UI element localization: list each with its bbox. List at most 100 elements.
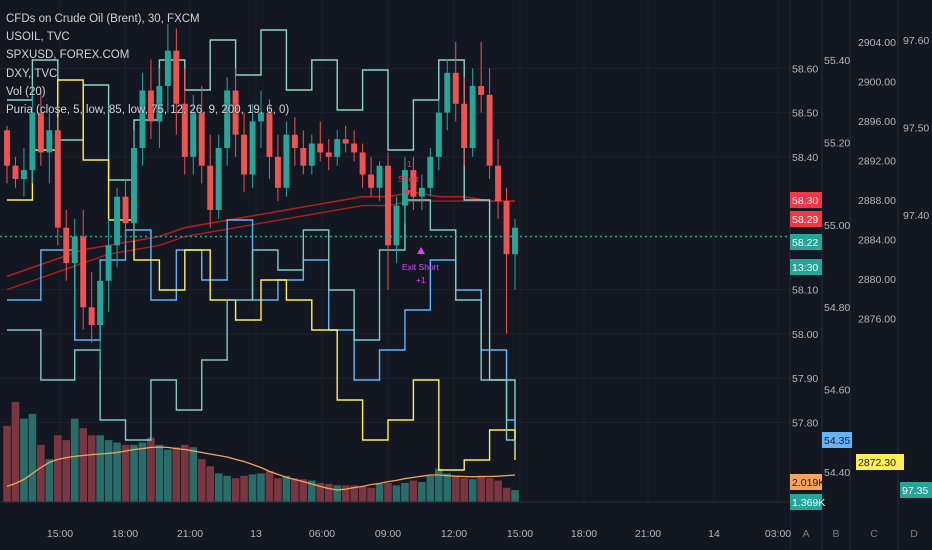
candle-body: [147, 90, 154, 122]
candle-body: [164, 50, 171, 87]
time-axis-tick: 21:00: [635, 528, 661, 540]
dxy-line: [7, 79, 516, 471]
candle-body: [512, 227, 518, 255]
volume-bar: [104, 440, 113, 502]
candle-body: [46, 130, 53, 153]
signal-short-arrow: [404, 190, 412, 196]
volume-bar: [384, 482, 392, 502]
legend-usoil[interactable]: USOIL, TVC: [6, 31, 70, 44]
candle-body: [351, 143, 358, 153]
volume-bar: [113, 442, 121, 502]
candle-body: [156, 86, 163, 122]
time-axis-tick: 03:00: [765, 528, 791, 540]
candle-body: [224, 90, 231, 148]
volume-bar: [307, 480, 316, 502]
candle-body: [122, 196, 129, 224]
volume-bar: [358, 486, 367, 502]
volume-bar: [172, 447, 181, 502]
price-label-usoil-bg: [822, 432, 852, 448]
price-label-current-bg: [790, 234, 822, 250]
volume-bar: [409, 480, 418, 502]
axis-b-tick: 54.60: [824, 385, 850, 397]
axis-b-tick: 55.20: [824, 137, 850, 149]
volume-bar: [316, 482, 325, 502]
volume-bar: [274, 478, 282, 502]
candle-body: [29, 112, 36, 171]
volume-bar: [130, 444, 138, 502]
volume-bar: [350, 485, 358, 502]
candle-body: [376, 165, 383, 188]
price-label-volume-bg: [790, 494, 822, 510]
legend-volume[interactable]: Vol (20): [6, 85, 46, 98]
candle-body: [342, 139, 349, 144]
candle-body: [249, 121, 256, 175]
axis-a-tick: 58.10: [792, 285, 818, 297]
axis-a-tick: 57.90: [792, 373, 818, 385]
volume-bar: [70, 418, 79, 502]
volume-bar: [87, 435, 96, 502]
volume-bar: [206, 466, 215, 502]
volume-bar: [155, 444, 164, 502]
axis-d-tick: 97.60: [903, 35, 929, 47]
axis-b-tick: 54.40: [824, 467, 850, 479]
volume-bar: [62, 440, 71, 502]
volume-bar: [197, 459, 206, 502]
candle-body: [37, 112, 44, 153]
signal-exit-short-label: Exit Short: [402, 262, 439, 272]
candle-body: [131, 147, 137, 224]
time-axis-tick: 13: [250, 528, 262, 540]
axis-a-tick: 58.50: [792, 108, 818, 120]
usoil-line: [7, 29, 516, 440]
candle-body: [291, 134, 298, 148]
candle-body: [258, 112, 264, 122]
candle-body: [452, 72, 459, 104]
axis-c-tick: 2892.00: [858, 156, 896, 168]
candle-body: [114, 196, 121, 246]
candle-body: [54, 130, 61, 228]
signal-minus-one: -1: [404, 159, 412, 169]
candle-body: [181, 103, 188, 157]
legend-puria[interactable]: Puria (close, 5, low, 85, low, 75, 12, 2…: [6, 104, 290, 117]
legend-dxy[interactable]: DXY, TVC: [6, 67, 58, 80]
axis-a-tick: 58.60: [792, 63, 818, 75]
price-label-countdown: 13:30: [792, 262, 818, 274]
volume-bar: [28, 413, 37, 502]
price-label-spx-bg: [856, 454, 904, 470]
candle-body: [232, 90, 239, 135]
time-axis-bg: [0, 503, 790, 550]
candle-body: [80, 236, 87, 308]
puria-line: [7, 199, 516, 450]
time-axis-tick: 18:00: [571, 528, 597, 540]
candle-body: [401, 170, 408, 206]
candle-body: [139, 90, 146, 148]
volume-bar: [426, 475, 435, 502]
volume-bar: [240, 475, 248, 502]
volume-bar: [494, 480, 502, 502]
price-label-current: 58.22: [792, 237, 818, 249]
candle-body: [63, 227, 70, 264]
volume-bar: [401, 482, 409, 502]
legend-main-series[interactable]: CFDs on Crude Oil (Brent), 30, FXCM: [6, 13, 200, 25]
legend-spxusd[interactable]: SPXUSD, FOREX.COM: [6, 49, 130, 62]
price-label-58-29: 58.29: [792, 214, 818, 226]
axis-a-tick: 58.40: [792, 152, 818, 164]
axis-c-tick: 2880.00: [858, 274, 896, 286]
axis-c-tick: 2900.00: [858, 77, 896, 89]
price-label-volume-ma-bg: [790, 474, 822, 490]
candle-body: [427, 156, 434, 188]
candle-body: [435, 112, 442, 157]
candle-body: [495, 165, 502, 202]
candle-body: [300, 147, 307, 166]
time-axis-tick: 21:00: [177, 528, 203, 540]
candle-body: [334, 139, 341, 157]
candle-body: [71, 236, 78, 264]
axis-d-tick: 97.50: [903, 123, 929, 135]
axis-letter-c: C: [870, 528, 878, 540]
signal-plus-one: +1: [416, 275, 426, 285]
time-axis-tick: 18:00: [112, 528, 138, 540]
volume-bar: [392, 485, 401, 502]
candle-body: [241, 134, 248, 175]
volume-bar: [164, 449, 172, 502]
volume-bar: [3, 425, 11, 502]
